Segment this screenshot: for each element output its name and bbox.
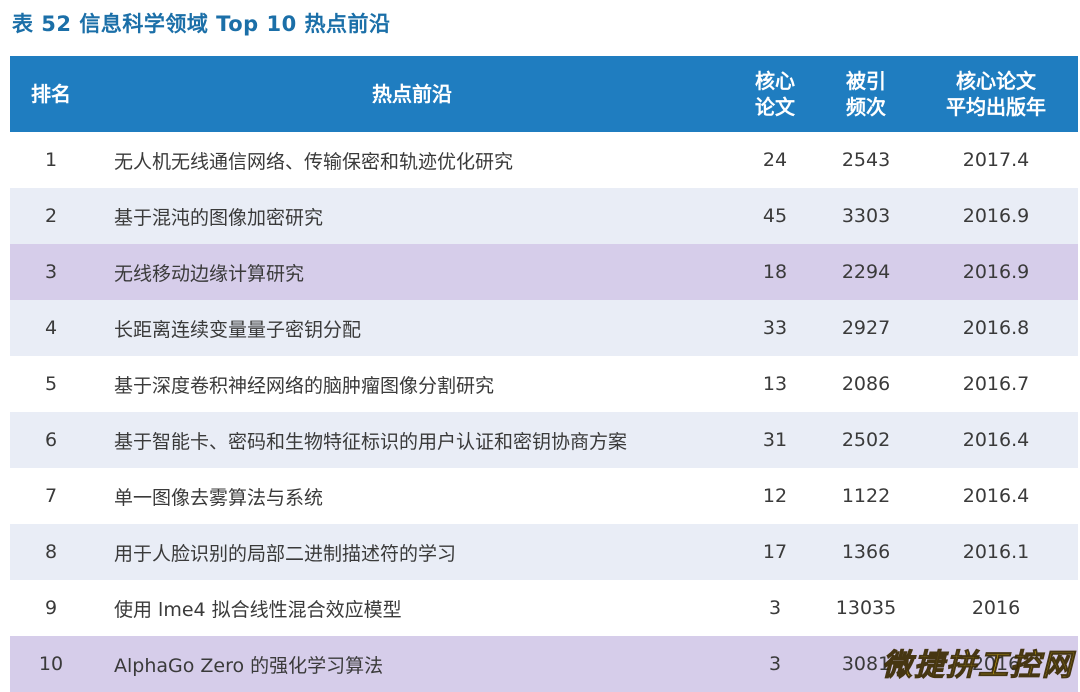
header-avg-year: 核心论文 平均出版年 [946,69,1046,119]
cell-rank: 5 [44,373,58,395]
cell-citations: 2927 [841,317,891,339]
cell-avg-year: 2016.1 [962,541,1030,563]
cell-rank: 7 [44,485,58,507]
cell-citations: 2294 [841,261,891,283]
cell-avg-year: 2016.9 [962,205,1030,227]
cell-avg-year: 2016 [971,597,1021,619]
cell-core-papers: 3 [768,653,782,675]
cell-citations: 3303 [841,205,891,227]
cell-core-papers: 33 [762,317,788,339]
watermark-logo: 微捷拼工控网 [882,648,1074,684]
cell-rank: 2 [44,205,58,227]
cell-citations: 2543 [841,149,891,171]
cell-core-papers: 12 [762,485,788,507]
cell-core-papers: 17 [762,541,788,563]
table-header: 排名 热点前沿 核心 论文 被引 频次 核心论文 平均出版年 [10,56,1078,132]
cell-citations: 1122 [841,485,891,507]
cell-citations: 2502 [841,429,891,451]
cell-rank: 3 [44,261,58,283]
cell-topic: 基于混沌的图像加密研究 [114,206,324,229]
cell-avg-year: 2017.4 [962,149,1030,171]
header-topic: 热点前沿 [372,82,452,106]
cell-topic: 单一图像去雾算法与系统 [114,486,324,509]
table-row: 9 使用 lme4 拟合线性混合效应模型 3 13035 2016 [10,580,1078,636]
cell-rank: 4 [44,317,58,339]
table-row: 7 单一图像去雾算法与系统 12 1122 2016.4 [10,468,1078,524]
cell-citations: 3081 [841,653,891,675]
table-row: 5 基于深度卷积神经网络的脑肿瘤图像分割研究 13 2086 2016.7 [10,356,1078,412]
cell-citations: 1366 [841,541,891,563]
cell-citations: 2086 [841,373,891,395]
cell-core-papers: 45 [762,205,788,227]
table-row: 8 用于人脸识别的局部二进制描述符的学习 17 1366 2016.1 [10,524,1078,580]
table-caption: 表 52 信息科学领域 Top 10 热点前沿 [12,12,391,36]
cell-rank: 10 [38,653,64,675]
cell-avg-year: 2016.8 [962,317,1030,339]
cell-rank: 8 [44,541,58,563]
cell-rank: 9 [44,597,58,619]
cell-topic: 基于智能卡、密码和生物特征标识的用户认证和密钥协商方案 [114,430,628,453]
cell-topic: AlphaGo Zero 的强化学习算法 [114,654,384,677]
cell-core-papers: 31 [762,429,788,451]
table-row: 2 基于混沌的图像加密研究 45 3303 2016.9 [10,188,1078,244]
cell-topic: 无线移动边缘计算研究 [114,262,305,285]
table-row: 1 无人机无线通信网络、传输保密和轨迹优化研究 24 2543 2017.4 [10,132,1078,188]
cell-topic: 基于深度卷积神经网络的脑肿瘤图像分割研究 [114,374,495,397]
header-core-papers: 核心 论文 [755,69,795,119]
cell-core-papers: 13 [762,373,788,395]
table-row: 10 AlphaGo Zero 的强化学习算法 3 3081 2016 [10,636,1078,692]
table-row: 4 长距离连续变量量子密钥分配 33 2927 2016.8 [10,300,1078,356]
cell-topic: 使用 lme4 拟合线性混合效应模型 [114,598,402,621]
cell-topic: 长距离连续变量量子密钥分配 [114,318,362,341]
cell-citations: 13035 [835,597,897,619]
cell-avg-year: 2016 [971,653,1021,675]
cell-topic: 用于人脸识别的局部二进制描述符的学习 [114,542,457,565]
table-row: 3 无线移动边缘计算研究 18 2294 2016.9 [10,244,1078,300]
cell-core-papers: 18 [762,261,788,283]
cell-core-papers: 24 [762,149,788,171]
cell-avg-year: 2016.4 [962,429,1030,451]
cell-rank: 1 [44,149,58,171]
header-citations: 被引 频次 [846,69,886,119]
cell-core-papers: 3 [768,597,782,619]
table-row: 6 基于智能卡、密码和生物特征标识的用户认证和密钥协商方案 31 2502 20… [10,412,1078,468]
cell-avg-year: 2016.7 [962,373,1030,395]
hot-fronts-table: 排名 热点前沿 核心 论文 被引 频次 核心论文 平均出版年 1 无人机无线通信… [10,56,1078,692]
cell-avg-year: 2016.9 [962,261,1030,283]
cell-avg-year: 2016.4 [962,485,1030,507]
cell-topic: 无人机无线通信网络、传输保密和轨迹优化研究 [114,150,514,173]
cell-rank: 6 [44,429,58,451]
header-rank: 排名 [31,82,71,106]
